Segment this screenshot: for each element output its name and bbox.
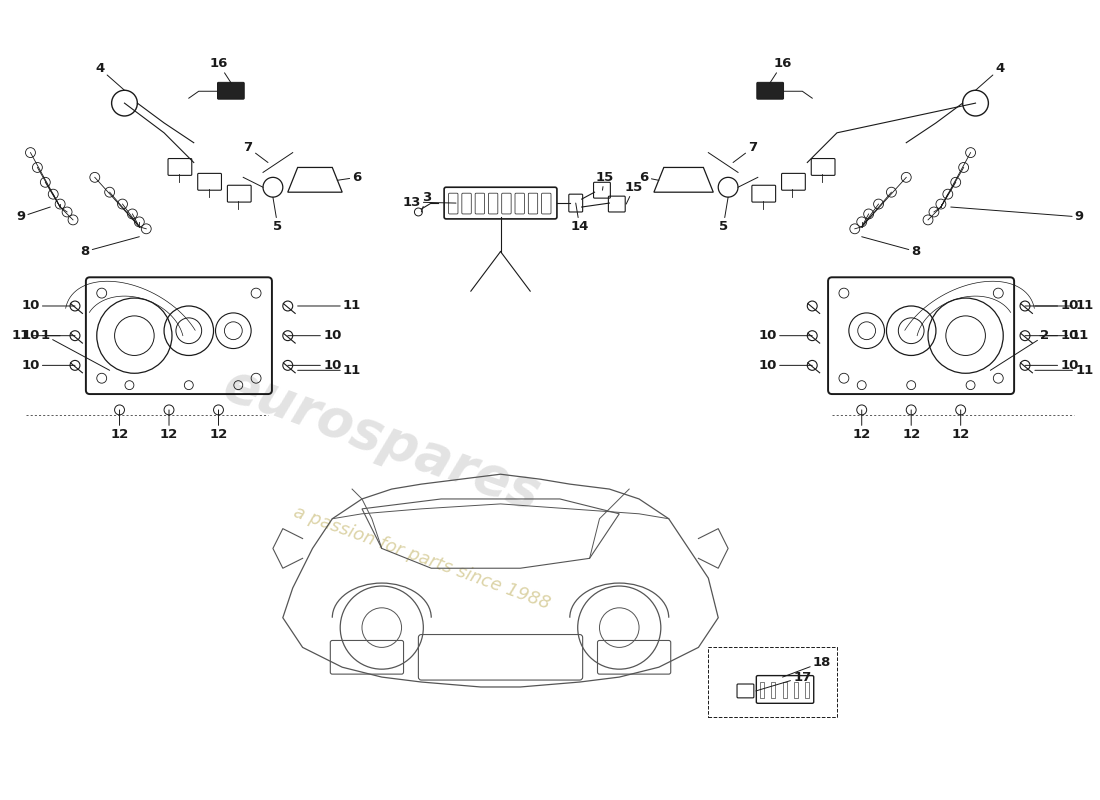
- Text: 2: 2: [990, 329, 1049, 370]
- Text: 12: 12: [160, 410, 178, 441]
- Text: 11: 11: [1035, 299, 1093, 313]
- Text: 11: 11: [1040, 329, 1089, 342]
- Text: 11: 11: [298, 364, 361, 377]
- Text: 15: 15: [625, 181, 644, 204]
- Text: 10: 10: [288, 329, 341, 342]
- Text: 8: 8: [861, 237, 921, 258]
- Text: 10: 10: [759, 329, 812, 342]
- Text: 9: 9: [950, 207, 1084, 223]
- Text: 16: 16: [770, 57, 792, 83]
- Text: 10: 10: [21, 359, 75, 372]
- FancyBboxPatch shape: [218, 82, 244, 99]
- Text: 12: 12: [852, 410, 871, 441]
- Text: 12: 12: [902, 410, 921, 441]
- Text: 6: 6: [639, 171, 659, 184]
- Text: 10: 10: [288, 359, 341, 372]
- Text: eurospares: eurospares: [217, 358, 548, 521]
- Text: 11: 11: [11, 329, 60, 342]
- Text: 5: 5: [273, 197, 283, 234]
- Text: 13: 13: [403, 195, 456, 209]
- Text: 18: 18: [782, 656, 832, 677]
- Text: 12: 12: [209, 410, 228, 441]
- Text: 10: 10: [1025, 359, 1079, 372]
- Text: 17: 17: [756, 670, 812, 691]
- Text: 11: 11: [298, 299, 361, 313]
- Text: 1: 1: [41, 329, 110, 370]
- Text: 12: 12: [952, 410, 970, 441]
- Text: 10: 10: [759, 359, 812, 372]
- Text: 4: 4: [95, 62, 124, 90]
- Text: 4: 4: [976, 62, 1005, 90]
- Text: 8: 8: [80, 237, 140, 258]
- Text: 11: 11: [1035, 364, 1093, 377]
- Text: 6: 6: [338, 171, 362, 184]
- Text: 7: 7: [243, 141, 268, 162]
- Text: 10: 10: [21, 329, 75, 342]
- Text: 15: 15: [595, 171, 614, 190]
- Text: a passion for parts since 1988: a passion for parts since 1988: [290, 503, 552, 614]
- Text: 7: 7: [733, 141, 758, 162]
- Text: 5: 5: [718, 197, 728, 234]
- Text: 14: 14: [571, 203, 588, 234]
- Text: 16: 16: [209, 57, 231, 83]
- Text: 10: 10: [1025, 329, 1079, 342]
- Text: 10: 10: [21, 299, 75, 313]
- Text: 3: 3: [421, 190, 431, 212]
- Text: 12: 12: [110, 410, 129, 441]
- FancyBboxPatch shape: [757, 82, 783, 99]
- Text: 10: 10: [1025, 299, 1079, 313]
- Text: 9: 9: [16, 207, 51, 223]
